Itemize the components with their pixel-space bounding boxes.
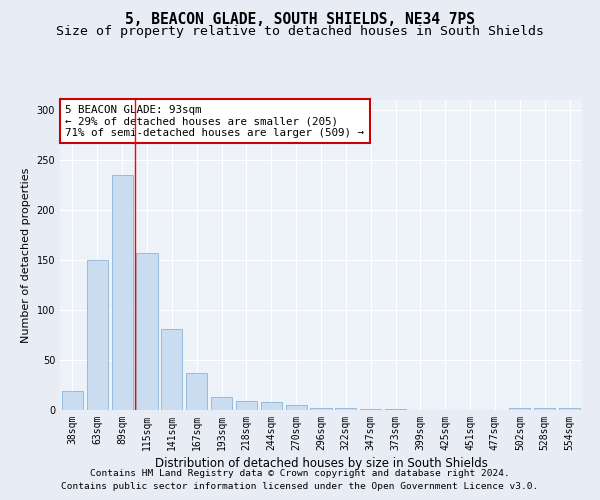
- Y-axis label: Number of detached properties: Number of detached properties: [21, 168, 31, 342]
- Bar: [87, 260, 108, 410]
- Text: Size of property relative to detached houses in South Shields: Size of property relative to detached ho…: [56, 25, 544, 38]
- Bar: [534, 408, 555, 410]
- Bar: [360, 409, 381, 410]
- Bar: [559, 408, 580, 410]
- Bar: [335, 408, 356, 410]
- Bar: [310, 408, 332, 410]
- Text: 5 BEACON GLADE: 93sqm
← 29% of detached houses are smaller (205)
71% of semi-det: 5 BEACON GLADE: 93sqm ← 29% of detached …: [65, 104, 364, 138]
- Bar: [236, 401, 257, 410]
- Bar: [261, 402, 282, 410]
- Bar: [509, 408, 530, 410]
- Bar: [186, 373, 207, 410]
- Bar: [211, 397, 232, 410]
- Text: Contains HM Land Registry data © Crown copyright and database right 2024.: Contains HM Land Registry data © Crown c…: [90, 468, 510, 477]
- Bar: [161, 329, 182, 410]
- Bar: [112, 175, 133, 410]
- Bar: [136, 253, 158, 410]
- Bar: [286, 405, 307, 410]
- Text: 5, BEACON GLADE, SOUTH SHIELDS, NE34 7PS: 5, BEACON GLADE, SOUTH SHIELDS, NE34 7PS: [125, 12, 475, 28]
- X-axis label: Distribution of detached houses by size in South Shields: Distribution of detached houses by size …: [155, 457, 487, 470]
- Bar: [62, 391, 83, 410]
- Text: Contains public sector information licensed under the Open Government Licence v3: Contains public sector information licen…: [61, 482, 539, 491]
- Bar: [385, 409, 406, 410]
